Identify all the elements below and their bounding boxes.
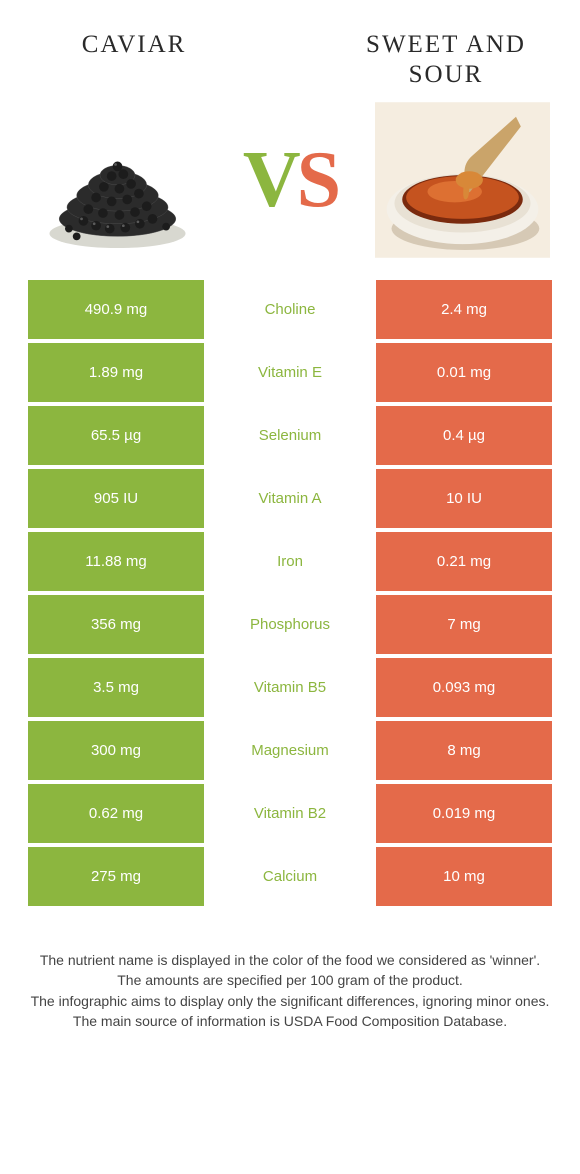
cell-right-value: 0.21 mg: [376, 532, 552, 591]
header-right: Sweet and Sour: [342, 20, 550, 100]
table-row: 275 mgCalcium10 mg: [28, 847, 552, 906]
footer-line-3: The infographic aims to display only the…: [28, 991, 552, 1011]
cell-nutrient-label: Vitamin A: [204, 469, 376, 528]
title-right: Sweet and Sour: [342, 20, 550, 100]
cell-left-value: 356 mg: [28, 595, 204, 654]
table-row: 490.9 mgCholine2.4 mg: [28, 280, 552, 339]
cell-nutrient-label: Magnesium: [204, 721, 376, 780]
table-row: 65.5 µgSelenium0.4 µg: [28, 406, 552, 465]
cell-nutrient-label: Phosphorus: [204, 595, 376, 654]
vs-row: VS: [0, 100, 580, 280]
cell-nutrient-label: Choline: [204, 280, 376, 339]
cell-left-value: 65.5 µg: [28, 406, 204, 465]
comparison-table: 490.9 mgCholine2.4 mg1.89 mgVitamin E0.0…: [0, 280, 580, 906]
table-row: 300 mgMagnesium8 mg: [28, 721, 552, 780]
cell-left-value: 11.88 mg: [28, 532, 204, 591]
header-left: Caviar: [30, 20, 238, 70]
cell-left-value: 300 mg: [28, 721, 204, 780]
cell-right-value: 0.019 mg: [376, 784, 552, 843]
cell-nutrient-label: Calcium: [204, 847, 376, 906]
cell-right-value: 0.4 µg: [376, 406, 552, 465]
cell-left-value: 1.89 mg: [28, 343, 204, 402]
table-row: 11.88 mgIron0.21 mg: [28, 532, 552, 591]
cell-right-value: 10 mg: [376, 847, 552, 906]
cell-left-value: 490.9 mg: [28, 280, 204, 339]
header: Caviar Sweet and Sour: [0, 0, 580, 100]
cell-right-value: 0.093 mg: [376, 658, 552, 717]
cell-right-value: 7 mg: [376, 595, 552, 654]
footer-notes: The nutrient name is displayed in the co…: [0, 910, 580, 1031]
footer-line-1: The nutrient name is displayed in the co…: [28, 950, 552, 970]
footer-line-2: The amounts are specified per 100 gram o…: [28, 970, 552, 990]
cell-left-value: 905 IU: [28, 469, 204, 528]
cell-right-value: 10 IU: [376, 469, 552, 528]
cell-nutrient-label: Iron: [204, 532, 376, 591]
table-row: 905 IUVitamin A10 IU: [28, 469, 552, 528]
title-left: Caviar: [30, 20, 238, 70]
cell-right-value: 0.01 mg: [376, 343, 552, 402]
food-image-right: [375, 100, 550, 260]
table-row: 0.62 mgVitamin B20.019 mg: [28, 784, 552, 843]
cell-left-value: 0.62 mg: [28, 784, 204, 843]
footer-line-4: The main source of information is USDA F…: [28, 1011, 552, 1031]
cell-right-value: 8 mg: [376, 721, 552, 780]
table-row: 3.5 mgVitamin B50.093 mg: [28, 658, 552, 717]
table-row: 356 mgPhosphorus7 mg: [28, 595, 552, 654]
cell-left-value: 3.5 mg: [28, 658, 204, 717]
food-image-left: [30, 100, 205, 260]
table-row: 1.89 mgVitamin E0.01 mg: [28, 343, 552, 402]
cell-nutrient-label: Vitamin E: [204, 343, 376, 402]
cell-nutrient-label: Vitamin B5: [204, 658, 376, 717]
vs-v: V: [243, 136, 297, 224]
cell-left-value: 275 mg: [28, 847, 204, 906]
vs-s: S: [297, 136, 338, 224]
cell-nutrient-label: Selenium: [204, 406, 376, 465]
vs-label: VS: [243, 135, 337, 226]
cell-nutrient-label: Vitamin B2: [204, 784, 376, 843]
cell-right-value: 2.4 mg: [376, 280, 552, 339]
